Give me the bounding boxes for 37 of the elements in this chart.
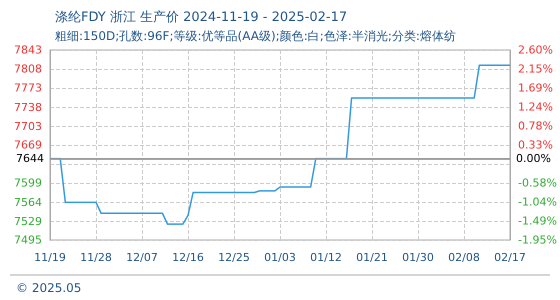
x-tick-label: 12/25 bbox=[218, 251, 250, 264]
y-tick-label: 7843 bbox=[14, 44, 42, 56]
x-tick-label: 11/19 bbox=[34, 251, 66, 264]
y-tick-label: 7495 bbox=[14, 234, 42, 246]
chart-subtitle: 粗细:150D;孔数:96F;等级:优等品(AA级);颜色:白;色泽:半消光;分类:熔体纺 bbox=[55, 29, 456, 43]
y2-tick-label: 1.24% bbox=[518, 100, 553, 114]
text: © 2025.05 bbox=[16, 281, 82, 295]
chart-title: 涤纶FDY 浙江 生产价 2024-11-19 - 2025-02-17 bbox=[55, 10, 348, 25]
ref-line-label: 7644 bbox=[16, 152, 44, 166]
x-tick-label: 02/08 bbox=[448, 251, 480, 264]
x-tick-label: 01/03 bbox=[264, 251, 296, 264]
y2-tick-label: 2.60% bbox=[518, 44, 553, 56]
x-tick-label: 12/07 bbox=[126, 251, 158, 264]
y-tick-label: 7669 bbox=[14, 138, 42, 152]
y-tick-label: 7564 bbox=[14, 196, 42, 209]
y-tick-label: 7703 bbox=[14, 120, 42, 133]
y2-tick-label: 1.69% bbox=[518, 81, 553, 94]
x-tick-label: 01/12 bbox=[310, 251, 342, 264]
y-tick-label: 7529 bbox=[14, 214, 42, 228]
y-tick-label: 7599 bbox=[14, 176, 42, 190]
x-tick-label: 01/30 bbox=[402, 251, 434, 264]
y-tick-label: 7738 bbox=[14, 100, 42, 114]
y2-tick-label: 2.15% bbox=[518, 62, 553, 76]
x-tick-label: 12/16 bbox=[172, 251, 204, 264]
y2-tick-label: 0.78% bbox=[518, 119, 553, 132]
y2-tick-label: -1.04% bbox=[518, 195, 557, 208]
y-tick-label: 7773 bbox=[14, 82, 42, 95]
y2-tick-label: -1.49% bbox=[518, 214, 557, 228]
y2-tick-label: 0.33% bbox=[518, 138, 553, 152]
line-series bbox=[49, 64, 511, 225]
y2-tick-label: -1.95% bbox=[518, 234, 557, 246]
x-tick-label: 11/28 bbox=[80, 251, 112, 264]
y2-tick-label: -0.58% bbox=[518, 176, 557, 190]
x-tick-label: 02/17 bbox=[494, 251, 526, 264]
x-tick-label: 01/21 bbox=[356, 251, 388, 264]
ref-line-label: 0.00% bbox=[516, 152, 551, 166]
y-tick-label: 7808 bbox=[14, 62, 42, 76]
